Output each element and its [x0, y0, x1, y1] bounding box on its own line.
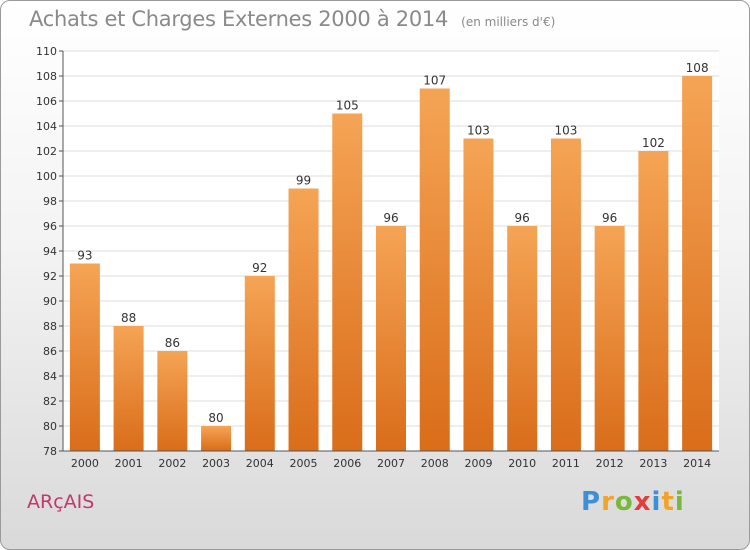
bar-2014	[682, 76, 713, 451]
bar-value-label: 96	[602, 211, 617, 225]
y-tick-label: 94	[43, 245, 57, 258]
bar-value-label: 103	[554, 124, 577, 138]
bar-value-label: 80	[208, 411, 223, 425]
x-tick-label: 2014	[683, 457, 711, 470]
logo-letter: i	[651, 487, 662, 517]
bar-value-label: 103	[467, 124, 490, 138]
y-tick-label: 92	[43, 270, 57, 283]
commune-name: ARçAIS	[27, 491, 95, 513]
bar-value-label: 92	[252, 261, 267, 275]
x-tick-label: 2003	[202, 457, 230, 470]
bar-value-label: 88	[121, 311, 136, 325]
y-tick-label: 98	[43, 195, 57, 208]
logo-letter: i	[674, 487, 685, 517]
bar-2007	[376, 226, 406, 451]
y-tick-label: 110	[36, 45, 57, 58]
x-tick-label: 2011	[552, 457, 580, 470]
y-tick-label: 108	[36, 70, 57, 83]
y-tick-label: 84	[43, 370, 57, 383]
logo-letter: r	[601, 487, 615, 517]
bar-value-label: 99	[296, 174, 311, 188]
x-tick-label: 2005	[290, 457, 318, 470]
logo-letter: P	[581, 487, 602, 517]
bar-value-label: 107	[423, 74, 446, 88]
y-tick-label: 100	[36, 170, 57, 183]
bar-2003	[201, 426, 232, 451]
bar-2006	[332, 113, 363, 451]
y-tick-label: 102	[36, 145, 57, 158]
bar-2004	[244, 276, 275, 451]
y-tick-label: 78	[43, 445, 57, 458]
x-tick-label: 2012	[596, 457, 624, 470]
y-tick-label: 86	[43, 345, 57, 358]
x-tick-label: 2009	[464, 457, 492, 470]
y-tick-label: 88	[43, 320, 57, 333]
bar-value-label: 93	[77, 249, 92, 263]
bar-2005	[288, 188, 319, 451]
x-tick-label: 2010	[508, 457, 536, 470]
bar-value-label: 108	[686, 61, 709, 75]
x-tick-label: 2006	[333, 457, 361, 470]
bar-value-label: 102	[642, 136, 665, 150]
y-tick-label: 80	[43, 420, 57, 433]
bar-value-label: 86	[165, 336, 180, 350]
bar-value-label: 96	[383, 211, 398, 225]
bar-2012	[594, 226, 625, 451]
bar-2000	[69, 263, 100, 451]
x-tick-label: 2004	[246, 457, 274, 470]
bar-2013	[638, 151, 669, 451]
bar-2008	[419, 88, 450, 451]
bar-value-label: 105	[336, 99, 359, 113]
logo-letter: o	[614, 487, 634, 517]
bar-2011	[550, 138, 581, 451]
proxiti-logo: Proxiti	[581, 487, 685, 517]
y-tick-label: 96	[43, 220, 57, 233]
logo-letter: t	[661, 487, 675, 517]
x-tick-label: 2007	[377, 457, 405, 470]
y-tick-label: 82	[43, 395, 57, 408]
chart-title: Achats et Charges Externes 2000 à 2014 (…	[29, 7, 555, 31]
x-tick-label: 2000	[71, 457, 99, 470]
x-tick-label: 2002	[158, 457, 186, 470]
chart-title-text: Achats et Charges Externes 2000 à 2014	[29, 7, 449, 31]
x-tick-label: 2013	[639, 457, 667, 470]
bar-value-label: 96	[515, 211, 530, 225]
logo-letter: x	[633, 487, 652, 517]
bar-2001	[113, 326, 144, 451]
x-tick-label: 2008	[421, 457, 449, 470]
bar-2002	[157, 351, 188, 451]
y-tick-label: 106	[36, 95, 57, 108]
y-tick-label: 90	[43, 295, 57, 308]
y-tick-label: 104	[36, 120, 57, 133]
x-tick-label: 2001	[115, 457, 143, 470]
bar-2009	[463, 138, 494, 451]
chart-unit: (en milliers d'€)	[461, 15, 556, 29]
bar-2010	[507, 226, 538, 451]
